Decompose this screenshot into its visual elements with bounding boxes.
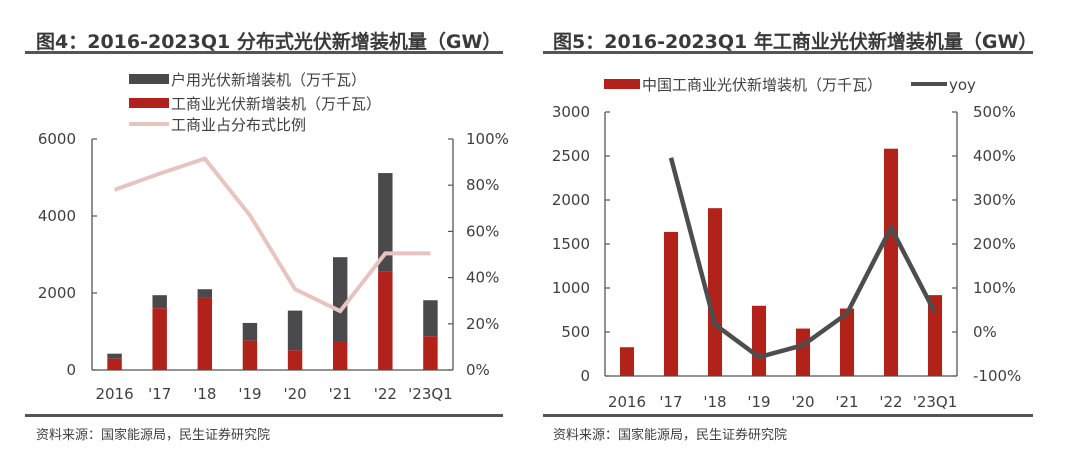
right-tick-label: 20% [466,315,499,333]
commercial-bar [242,340,258,370]
left-tick-label: 0 [580,367,590,385]
commercial-bar [423,336,438,370]
legend-swatch [129,98,169,108]
category-label: '21 [329,385,352,403]
figure-5-title-rule [543,51,1033,54]
commercial-bar [751,305,767,376]
category-label: '22 [374,385,397,403]
right-tick-label: 400% [973,147,1016,165]
left-tick-label: 2000 [552,191,590,209]
right-tick-label: 0% [466,361,490,379]
figure-5-title: 图5：2016-2023Q1 年工商业光伏新增装机量（GW） [553,31,1038,53]
right-tick-label: 100% [466,130,509,148]
left-tick-label: 1000 [552,279,590,297]
right-tick-label: 300% [973,191,1016,209]
household-bar [287,310,303,351]
category-label: '20 [283,385,306,403]
commercial-bar [795,328,811,376]
category-label: '23Q1 [408,385,453,403]
left-tick-label: 0 [66,361,76,379]
figure-4-source: 资料来源：国家能源局，民生证券研究院 [36,428,271,443]
commercial-bar [378,271,393,370]
category-label: '21 [835,393,858,410]
legend-swatch [129,74,169,84]
figure-5-bottom-rule [543,414,1033,417]
figure-5-panel: 图5：2016-2023Q1 年工商业光伏新增装机量（GW） 0 500 1000 1… [540,0,1080,456]
figure-5-chart: 0 500 1000 1500 2000 2500 3000 -100% 0% 100% 200% 3… [552,76,1021,410]
figure-4-bottom-rule [25,414,503,417]
left-tick-label: 500 [561,323,590,341]
category-label: '22 [879,393,902,410]
category-label: '19 [238,385,261,403]
right-tick-label: 500% [973,103,1016,121]
right-tick-label: 0% [973,323,997,341]
commercial-bar [287,350,303,370]
left-tick-label: 3000 [552,103,590,121]
right-tick-label: 40% [466,269,499,287]
household-bar [378,173,393,272]
household-bar [332,257,348,342]
category-label: '19 [747,393,770,410]
household-bar [242,322,258,341]
figure-4-panel: 图4：2016-2023Q1 分布式光伏新增装机量（GW） 0 2000 4000 6… [25,31,509,443]
household-bar [423,300,438,337]
commercial-bar [927,295,943,376]
legend-label: yoy [949,76,976,94]
category-label: '20 [791,393,814,410]
commercial-bar [707,208,723,376]
right-tick-label: 80% [466,176,499,194]
left-tick-label: 4000 [38,207,76,225]
figure-4-chart: 0 2000 4000 6000 0% 20% 40% 60% 80% 100% 2016 '17 '1… [38,71,509,403]
figure-5-source: 资料来源：国家能源局，民生证券研究院 [553,428,788,443]
category-label: 2016 [608,393,646,410]
category-label: '23Q1 [913,393,958,410]
commercial-bar [107,358,122,370]
household-bar [197,289,213,298]
legend-label: 户用光伏新增装机（万千瓦） [171,71,366,89]
legend-swatch [604,79,640,89]
household-bar [152,295,167,309]
figure-4-title: 图4：2016-2023Q1 分布式光伏新增装机量（GW） [36,31,502,53]
legend-label: 工商业占分布式比例 [171,116,306,134]
left-tick-label: 2000 [38,284,76,302]
category-label: '18 [703,393,726,410]
right-tick-label: 60% [466,222,499,240]
legend-label: 中国工商业光伏新增装机（万千瓦） [642,76,882,94]
commercial-bar [663,231,679,376]
commercial-ratio-line [113,156,431,314]
commercial-bar [839,308,855,376]
right-tick-label: 100% [973,279,1016,297]
left-tick-label: 1500 [552,235,590,253]
legend-label: 工商业光伏新增装机（万千瓦） [171,95,381,113]
category-label: '18 [193,385,216,403]
commercial-bar [197,297,213,370]
commercial-bar [883,148,899,376]
category-label: '17 [659,393,682,410]
commercial-bar [152,308,167,370]
commercial-bar [619,347,635,376]
commercial-bar [332,341,348,370]
left-tick-label: 2500 [552,147,590,165]
category-label: 2016 [95,385,133,403]
category-label: '17 [148,385,171,403]
figure-4-title-rule [25,51,503,54]
right-tick-label: -100% [973,367,1021,385]
right-tick-label: 200% [973,235,1016,253]
left-tick-label: 6000 [38,130,76,148]
household-bar [107,353,122,359]
